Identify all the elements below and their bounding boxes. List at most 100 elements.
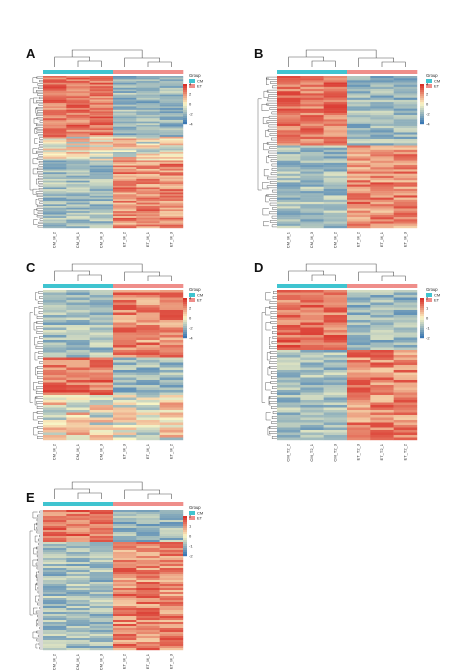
heatmap-cell [277,204,301,207]
heatmap-cell [277,156,301,159]
row-dendrogram [257,76,277,228]
heatmap-cell [277,201,301,205]
scale-tick-label: -4 [189,336,193,341]
heatmap-cell [159,157,184,159]
heatmap-cell [347,387,371,391]
scale-bar-segment [183,322,187,325]
row-dendrogram-branch [37,371,43,374]
heatmap-cell [393,225,418,229]
heatmap-cell [113,221,137,224]
heatmap-cell [159,315,184,318]
heatmap-cell [347,355,371,358]
heatmap-cell [159,636,184,639]
heatmap-cell [43,322,67,326]
heatmap-cell [277,400,301,403]
heatmap-cell [66,544,90,547]
heatmap-cell [323,169,348,172]
legend-swatch [189,298,195,302]
heatmap-cell [43,119,67,122]
heatmap-cell [300,422,324,426]
heatmap-cell [89,375,114,378]
heatmap-cell [136,572,160,575]
group-annotation-cell [323,284,348,288]
row-dendrogram-branch [272,336,277,339]
heatmap-cell [323,206,348,209]
heatmap-cell [89,380,114,383]
heatmap-cell [159,81,184,83]
heatmap-cell [113,167,137,170]
scale-bar-segment [183,516,187,519]
heatmap-cell [277,173,301,177]
scale-bar-segment [183,550,187,553]
legend-label: ET [197,516,203,521]
heatmap-cell [89,606,114,609]
heatmap-cell [66,417,90,421]
heatmap-cell [43,317,67,321]
heatmap-cell [136,133,160,136]
heatmap-cell [43,550,67,553]
heatmap-cell [66,628,90,631]
heatmap-cell [136,352,160,356]
heatmap-cell [66,138,90,141]
heatmap-cell [277,217,301,220]
heatmap-cell [113,101,137,104]
row-dendrogram-branch [36,571,38,579]
heatmap-cell [300,221,324,224]
group-annotation-cell [347,284,371,288]
row-dendrogram-branch [32,188,38,195]
legend-title: Group [189,505,201,510]
heatmap-cell [323,400,348,403]
heatmap-cell [113,307,137,311]
heatmap-cell [159,302,184,306]
scale-bar-segment [420,102,424,105]
heatmap-cell [277,352,301,356]
sample-label: CM_M_2 [52,443,57,460]
scale-bar-segment [183,116,187,119]
heatmap-cell [300,197,324,200]
heatmap-cell [370,352,394,356]
group-annotation-cell [370,70,394,74]
heatmap-cell [113,546,137,549]
heatmap-cell [89,630,114,633]
heatmap-cell [159,197,184,200]
heatmap-cell [43,514,67,517]
heatmap-cell [347,171,371,174]
heatmap-cell [113,540,137,543]
heatmap-cell [66,124,90,127]
heatmap-panel-B: BCM_M_1 CM_M_3 CM_M_2 ET_M_2 ET_M_1 ET_M_3Gro… [254,46,440,248]
heatmap-cell [43,435,67,438]
legend-swatch [189,79,195,83]
heatmap-cell [300,223,324,227]
heatmap-cell [159,512,184,515]
row-dendrogram-branch [262,208,269,216]
heatmap-cell [43,430,67,433]
heatmap-cell [323,417,348,421]
legend-label: CM [434,293,440,298]
heatmap-cell [300,173,324,177]
row-dendrogram-branch [35,610,43,614]
heatmap-cell [159,610,184,613]
row-dendrogram-branch [270,381,277,384]
heatmap-cell [113,412,137,416]
heatmap-cell [347,108,371,111]
heatmap-cell [89,121,114,124]
heatmap-cell [66,99,90,102]
heatmap-cell [113,554,137,557]
heatmap-cell [136,345,160,348]
heatmap-cell [136,177,160,180]
heatmap-cell [136,121,160,124]
heatmap-cell [277,158,301,161]
heatmap-cell [43,148,67,151]
heatmap-cell [136,295,160,298]
heatmap-cell [370,347,394,351]
heatmap-cell [277,415,301,418]
heatmap-cell [89,576,114,579]
heatmap-cell [89,435,114,438]
heatmap-cell [393,84,418,88]
heatmap-cell [89,566,114,569]
heatmap-cell [89,335,114,338]
scale-bar-segment [183,100,187,103]
heatmap-cell [159,598,184,601]
heatmap-cell [66,190,90,193]
heatmap-cell [66,81,90,83]
